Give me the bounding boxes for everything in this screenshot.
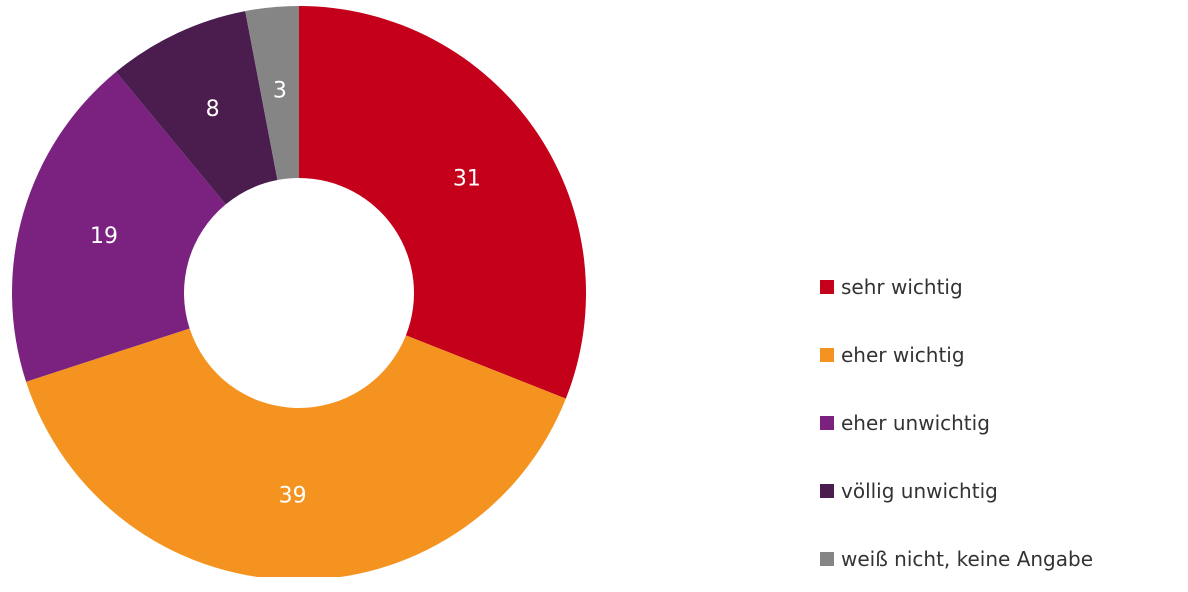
donut-slice-eher-wichtig (26, 328, 566, 577)
data-label-eher-wichtig: 39 (279, 483, 307, 508)
donut-slice-eher-unwichtig (11, 71, 226, 382)
legend-item-sehr-wichtig: sehr wichtig (820, 252, 1188, 320)
donut-chart-svg: 31 39 19 8 3 (11, 6, 586, 577)
donut-slice-weiss-nicht-keine-angabe (245, 6, 299, 181)
data-label-eher-unwichtig: 19 (90, 224, 118, 249)
legend-swatch (820, 484, 834, 498)
donut-slice-voellig-unwichtig (116, 11, 278, 205)
data-label-weiss-nicht-keine-angabe: 3 (273, 78, 287, 103)
donut-slices (11, 6, 586, 577)
legend-item-weiss-nicht: weiß nicht, keine Angabe (820, 524, 1188, 592)
donut-slice-sehr-wichtig (299, 6, 586, 399)
legend-item-eher-wichtig: eher wichtig (820, 320, 1188, 388)
donut-chart: 31 39 19 8 3 sehr wichtig eher wichtig eher … (11, 6, 1093, 577)
legend-item-eher-unwichtig: eher unwichtig (820, 388, 1188, 456)
legend-label: eher unwichtig (841, 411, 990, 435)
legend-label: völlig unwichtig (841, 479, 998, 503)
data-label-voellig-unwichtig: 8 (206, 97, 220, 122)
legend-swatch (820, 416, 834, 430)
data-label-sehr-wichtig: 31 (453, 166, 481, 191)
donut-data-labels: 31 39 19 8 3 (90, 78, 481, 508)
legend-label: sehr wichtig (841, 275, 963, 299)
legend-swatch (820, 552, 834, 566)
chart-legend: sehr wichtig eher wichtig eher unwichtig… (820, 252, 1188, 592)
legend-label: eher wichtig (841, 343, 965, 367)
legend-item-voellig-unwichtig: völlig unwichtig (820, 456, 1188, 524)
legend-swatch (820, 348, 834, 362)
legend-swatch (820, 280, 834, 294)
legend-label: weiß nicht, keine Angabe (841, 547, 1094, 571)
